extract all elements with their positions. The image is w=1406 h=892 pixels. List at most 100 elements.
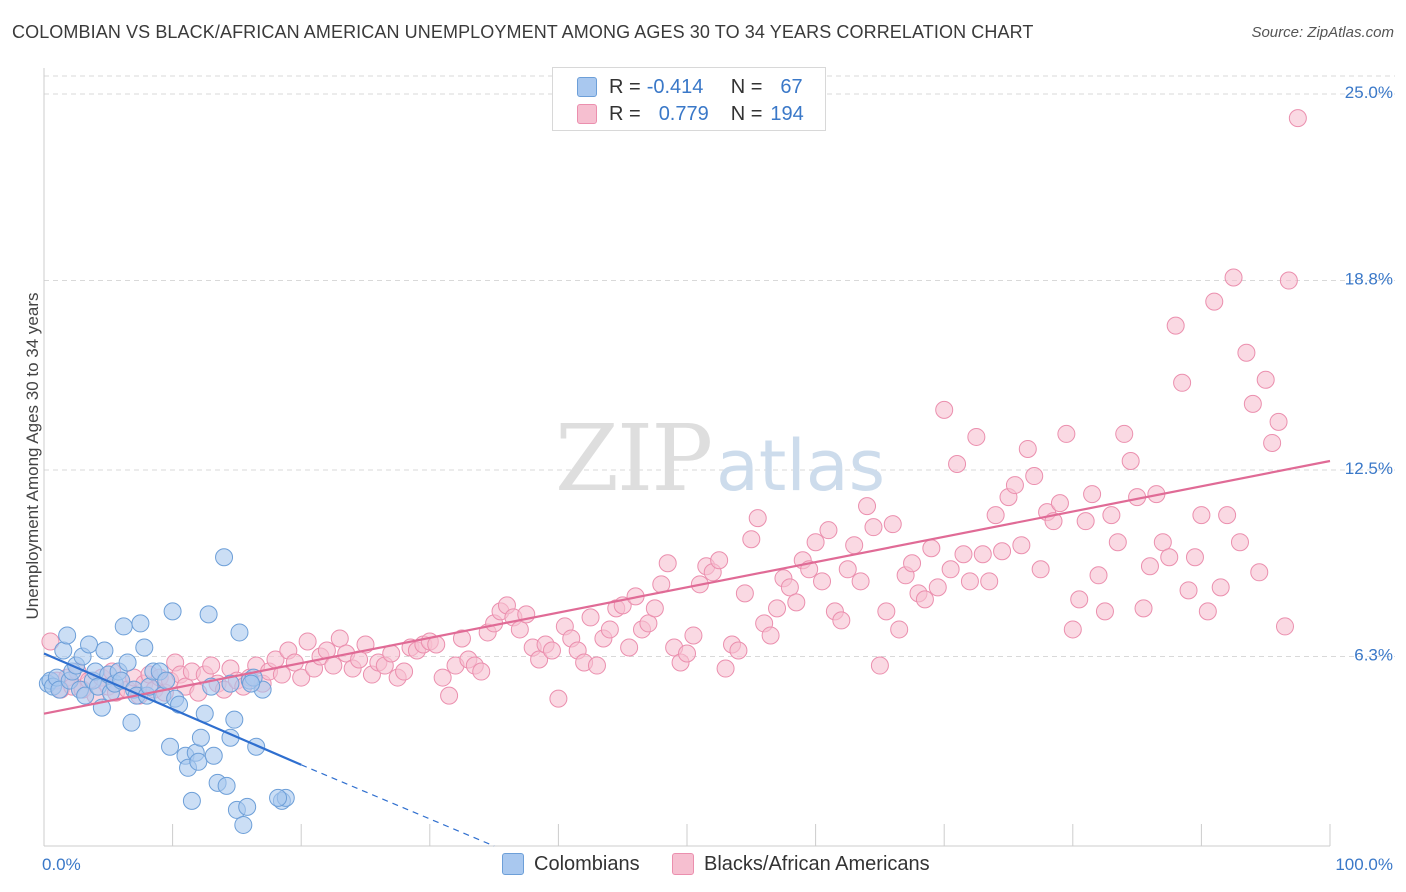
black-african-american-point xyxy=(1218,506,1237,525)
black-african-american-point xyxy=(993,542,1012,561)
black-african-american-point xyxy=(1263,433,1282,452)
colombian-point xyxy=(54,641,73,660)
y-tick-label: 12.5% xyxy=(1345,459,1393,478)
axes xyxy=(43,68,1331,847)
colombian-point xyxy=(242,674,261,693)
legend-row-blacks: R = 0.779 N = 194 xyxy=(577,101,804,127)
colombian-point xyxy=(234,815,253,834)
black-african-american-point xyxy=(678,644,696,663)
colombian-point xyxy=(118,653,137,672)
black-african-american-point xyxy=(780,578,799,597)
black-african-american-point xyxy=(587,656,606,675)
black-african-american-point xyxy=(903,554,922,573)
legend-n-value: 67 xyxy=(780,75,803,98)
black-african-american-point xyxy=(819,521,838,540)
black-african-american-point xyxy=(1108,533,1127,552)
black-african-american-point xyxy=(735,584,754,603)
black-african-american-point xyxy=(941,560,960,579)
legend-row-colombians: R = -0.414 N = 67 xyxy=(577,74,803,100)
black-african-american-point xyxy=(1005,476,1024,495)
black-african-american-point xyxy=(1179,581,1198,600)
colombian-point xyxy=(182,791,201,810)
black-african-american-point xyxy=(973,545,992,564)
black-african-american-point xyxy=(1279,271,1298,290)
black-african-american-point xyxy=(549,689,568,708)
black-african-american-point xyxy=(581,608,600,627)
black-african-american-point xyxy=(1057,424,1076,443)
black-african-american-point xyxy=(1031,560,1050,579)
colombian-point xyxy=(199,605,218,624)
black-african-american-point xyxy=(1095,602,1114,621)
x-tick-label: 100.0% xyxy=(1335,855,1393,874)
black-african-american-point xyxy=(1166,316,1185,335)
black-african-american-point xyxy=(1121,452,1140,470)
black-african-american-point xyxy=(1224,268,1243,287)
legend-swatch-blue xyxy=(577,77,597,97)
black-african-american-point xyxy=(761,626,780,645)
watermark-zip: ZIP xyxy=(555,405,711,512)
colombian-point xyxy=(221,674,240,693)
trend-lines xyxy=(43,459,1331,847)
black-african-american-point xyxy=(658,554,677,573)
black-african-american-point xyxy=(330,629,349,648)
black-african-american-point xyxy=(452,629,471,648)
black-african-american-point xyxy=(1134,599,1153,618)
black-african-american-point xyxy=(870,656,889,675)
colombian-point xyxy=(95,641,114,660)
colombian-point xyxy=(225,710,244,729)
black-african-american-point xyxy=(1012,536,1031,555)
black-african-american-point xyxy=(639,614,658,633)
black-african-american-point xyxy=(1083,485,1102,504)
legend-n-label: N = xyxy=(730,75,763,98)
black-african-american-point xyxy=(298,632,317,651)
black-african-american-point xyxy=(742,530,761,549)
black-african-american-point xyxy=(716,659,735,678)
black-african-american-point xyxy=(645,599,664,618)
y-tick-label: 25.0% xyxy=(1345,83,1393,102)
black-african-american-point xyxy=(986,506,1005,525)
black-african-american-point xyxy=(710,551,729,570)
black-african-american-point xyxy=(948,455,967,474)
black-african-american-point xyxy=(1102,506,1121,525)
black-african-american-point xyxy=(1205,292,1224,311)
scatter-points xyxy=(38,109,1307,834)
black-african-american-point xyxy=(845,536,864,555)
legend-n-value: 194 xyxy=(770,102,804,125)
colombian-point xyxy=(163,602,182,621)
black-african-american-point xyxy=(748,509,767,528)
black-african-american-point xyxy=(292,668,311,687)
bottom-legend-swatch-pink xyxy=(672,853,694,875)
colombian-point xyxy=(238,797,257,816)
black-african-american-point xyxy=(1237,343,1256,362)
black-african-american-point xyxy=(324,656,343,675)
x-tick-label: 0.0% xyxy=(42,855,81,874)
black-african-american-point xyxy=(1089,566,1108,585)
legend-r-value: -0.414 xyxy=(646,75,704,98)
legend-box: R = -0.414 N = 67 R = 0.779 N = 194 xyxy=(552,67,826,131)
colombian-point xyxy=(157,671,176,690)
colombian-point xyxy=(189,752,208,771)
colombian-point xyxy=(114,617,133,636)
black-african-american-point xyxy=(440,686,459,705)
black-african-american-point xyxy=(1050,494,1069,513)
black-african-american-point xyxy=(1153,533,1172,552)
watermark-atlas: atlas xyxy=(716,425,885,507)
black-african-american-point xyxy=(1192,506,1211,525)
black-african-american-point xyxy=(813,572,832,591)
bottom-legend-label: Blacks/African Americans xyxy=(704,852,930,875)
black-african-american-point xyxy=(1115,424,1134,443)
black-african-american-point xyxy=(890,620,909,639)
black-african-american-point xyxy=(433,668,452,687)
colombian-point xyxy=(135,638,154,657)
colombian-point xyxy=(80,635,99,654)
black-african-american-point xyxy=(472,662,491,681)
black-african-american-point xyxy=(1063,620,1082,639)
black-african-american-point xyxy=(915,590,934,609)
black-african-american-point xyxy=(960,572,979,591)
black-african-american-point xyxy=(787,593,806,612)
bottom-legend-colombians: Colombians xyxy=(502,851,640,877)
black-african-american-point xyxy=(1288,109,1307,128)
black-african-american-point xyxy=(510,620,529,639)
black-african-american-point xyxy=(1185,548,1204,567)
